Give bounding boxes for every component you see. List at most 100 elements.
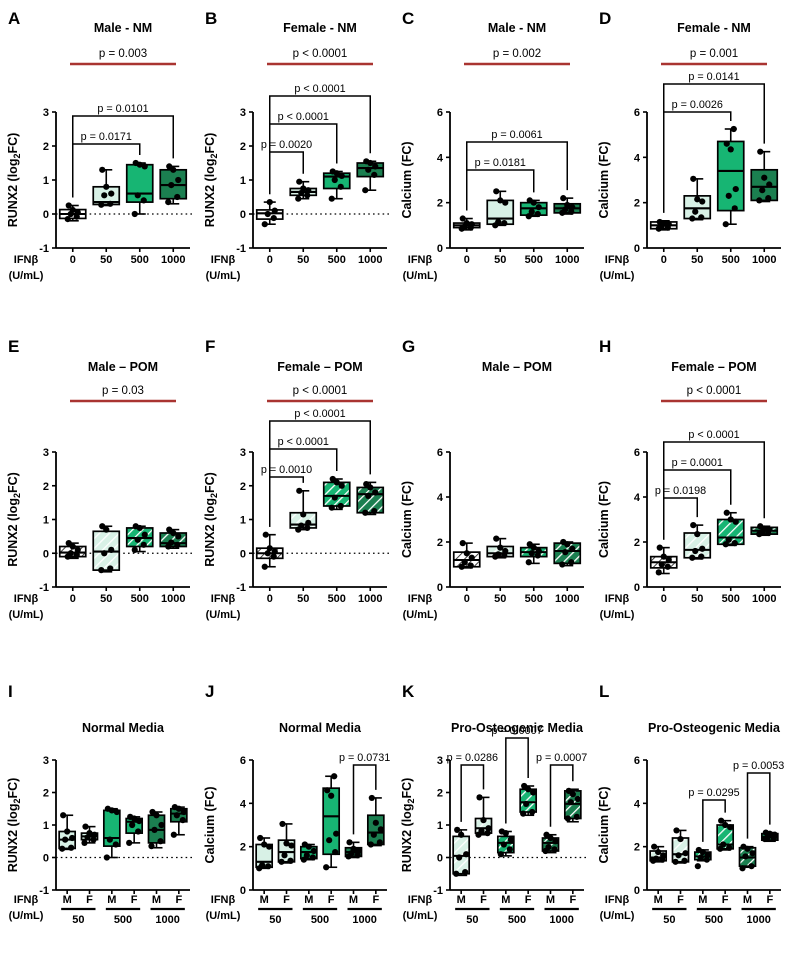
data-point [567,799,574,806]
data-point [296,487,303,494]
data-point [337,183,344,190]
data-point [771,831,778,838]
x-axis-label-line1: IFNβ [605,894,630,906]
data-point [560,195,567,202]
data-point [64,216,71,223]
data-point [362,187,369,194]
data-point [731,540,738,547]
data-point [287,857,294,864]
data-point [371,171,378,178]
data-point [543,831,550,838]
x-tick-label: M [698,894,707,906]
box-outline [716,140,745,212]
x-tick-label: 0 [70,593,76,605]
data-point [323,864,330,871]
data-point [766,181,773,188]
y-tick-label: 2 [240,481,246,493]
panel-A-chart: A Male - NM p = 0.003 -1 0 1 2 3 RUNX2 (log2FC) 0… [6,9,193,282]
y-axis-label: Calcium (FC) [400,481,414,558]
dose-label: 1000 [352,914,376,926]
x-tick-label: M [260,894,269,906]
data-point [304,524,311,532]
sig-bracket [352,764,377,835]
panel-H: H Female – POM p < 0.0001 0 2 4 6 Calcium (FC) 0… [591,315,788,645]
data-point [261,841,268,848]
x-axis-label-line1: IFNβ [14,593,39,605]
overall-p-label: p = 0.003 [99,48,147,60]
panel-letter: B [205,9,217,28]
data-point [730,125,737,133]
data-point [59,845,66,852]
overall-p-label: p = 0.03 [102,385,144,397]
data-point [660,852,667,859]
data-point [372,489,379,496]
data-point [463,851,470,858]
x-tick-label: 1000 [161,254,185,266]
y-tick-label: 6 [437,447,443,459]
data-point [480,817,487,824]
box-hatch [323,482,350,506]
data-point [500,841,507,848]
data-point [665,221,672,228]
y-tick-label: 3 [43,755,49,767]
data-point [175,533,182,540]
data-point [725,536,732,543]
data-point [535,204,542,211]
data-point [126,839,133,846]
x-axis-label-line2: (U/mL) [9,270,44,282]
x-axis-label-line1: IFNβ [408,593,433,605]
data-point [338,172,345,180]
data-point [74,209,81,216]
data-point [68,844,75,851]
y-tick-label: 2 [634,198,640,210]
x-tick-label: 500 [525,593,543,605]
data-point [559,561,566,568]
data-point [175,176,182,184]
data-point [528,550,535,557]
data-point [731,205,738,212]
data-point [463,550,470,557]
data-point [692,547,699,555]
data-point [60,812,67,819]
data-point [458,563,465,570]
data-point [98,567,105,574]
data-point [64,828,71,835]
panel-A: A Male - NM p = 0.003 -1 0 1 2 3 RUNX2 (log2FC) 0… [0,0,197,315]
y-tick-label: 0 [437,853,443,865]
y-tick-label: 3 [240,107,246,119]
data-point [698,214,705,221]
data-point [372,819,379,826]
sig-bracket-label: p < 0.0001 [294,83,345,95]
data-point [725,192,732,199]
panel-title: Normal Media [82,721,165,735]
data-point [350,845,357,852]
y-tick-label: 6 [437,107,443,119]
data-point [173,812,180,819]
y-tick-label: 0 [634,885,640,897]
sig-bracket-label: p = 0.0007 [536,752,587,764]
x-tick-label: M [152,894,161,906]
y-tick-label: 0 [634,243,640,255]
data-point [310,847,317,855]
x-tick-label: 500 [328,593,346,605]
data-point [722,821,729,829]
sig-bracket-label: p = 0.0061 [491,129,542,141]
y-axis-label: Calcium (FC) [203,786,217,863]
data-point [279,820,286,828]
panel-title: Pro-Osteogenic Media [451,721,584,735]
data-point [82,823,89,830]
data-point [762,829,769,836]
data-point [98,201,105,208]
data-point [174,541,181,548]
x-tick-label: M [107,894,116,906]
x-tick-label: F [372,894,379,906]
sig-bracket-label: p < 0.0001 [278,111,329,123]
x-axis-label-line2: (U/mL) [403,270,438,282]
data-point [462,869,469,876]
data-point [261,563,268,570]
data-point [562,549,569,556]
data-point [677,835,684,843]
sig-bracket [663,441,765,540]
data-point [295,195,302,202]
data-point [534,210,541,218]
